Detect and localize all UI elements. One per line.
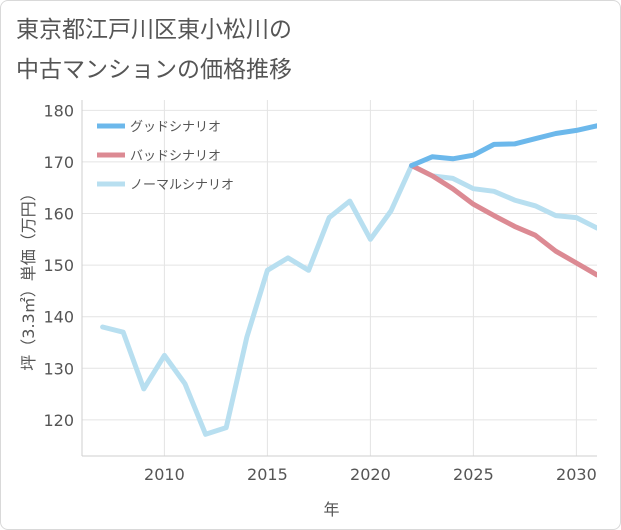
chart-title-line-1: 東京都江戸川区東小松川の bbox=[16, 17, 292, 43]
y-tick-label: 170 bbox=[43, 153, 74, 172]
series-group bbox=[100, 123, 597, 437]
y-tick-label: 120 bbox=[43, 411, 74, 430]
legend-label-0: グッドシナリオ bbox=[130, 120, 221, 135]
x-axis-label: 年 bbox=[323, 500, 339, 519]
series-line-1 bbox=[409, 163, 597, 278]
y-tick-label: 150 bbox=[43, 256, 74, 275]
legend-label-1: バッドシナリオ bbox=[130, 149, 221, 164]
x-tick-label: 2010 bbox=[144, 465, 185, 484]
y-axis-label: 坪（3.3㎡）単価（万円） bbox=[19, 185, 38, 370]
x-tick-label: 2025 bbox=[453, 465, 494, 484]
y-tick-label: 160 bbox=[43, 205, 74, 224]
x-tick-label: 2015 bbox=[247, 465, 288, 484]
x-tick-label: 2020 bbox=[350, 465, 391, 484]
legend-label-2: ノーマルシナリオ bbox=[130, 178, 234, 193]
y-tick-label: 140 bbox=[43, 308, 74, 327]
x-tick-label: 2030 bbox=[556, 465, 597, 484]
y-tick-label: 130 bbox=[43, 359, 74, 378]
y-tick-label: 180 bbox=[43, 101, 74, 120]
chart-title-line-2: 中古マンションの価格推移 bbox=[16, 57, 292, 83]
series-line-0 bbox=[409, 123, 597, 168]
series-line-2 bbox=[100, 163, 597, 437]
chart-title: 東京都江戸川区東小松川の 中古マンションの価格推移 bbox=[16, 10, 292, 90]
